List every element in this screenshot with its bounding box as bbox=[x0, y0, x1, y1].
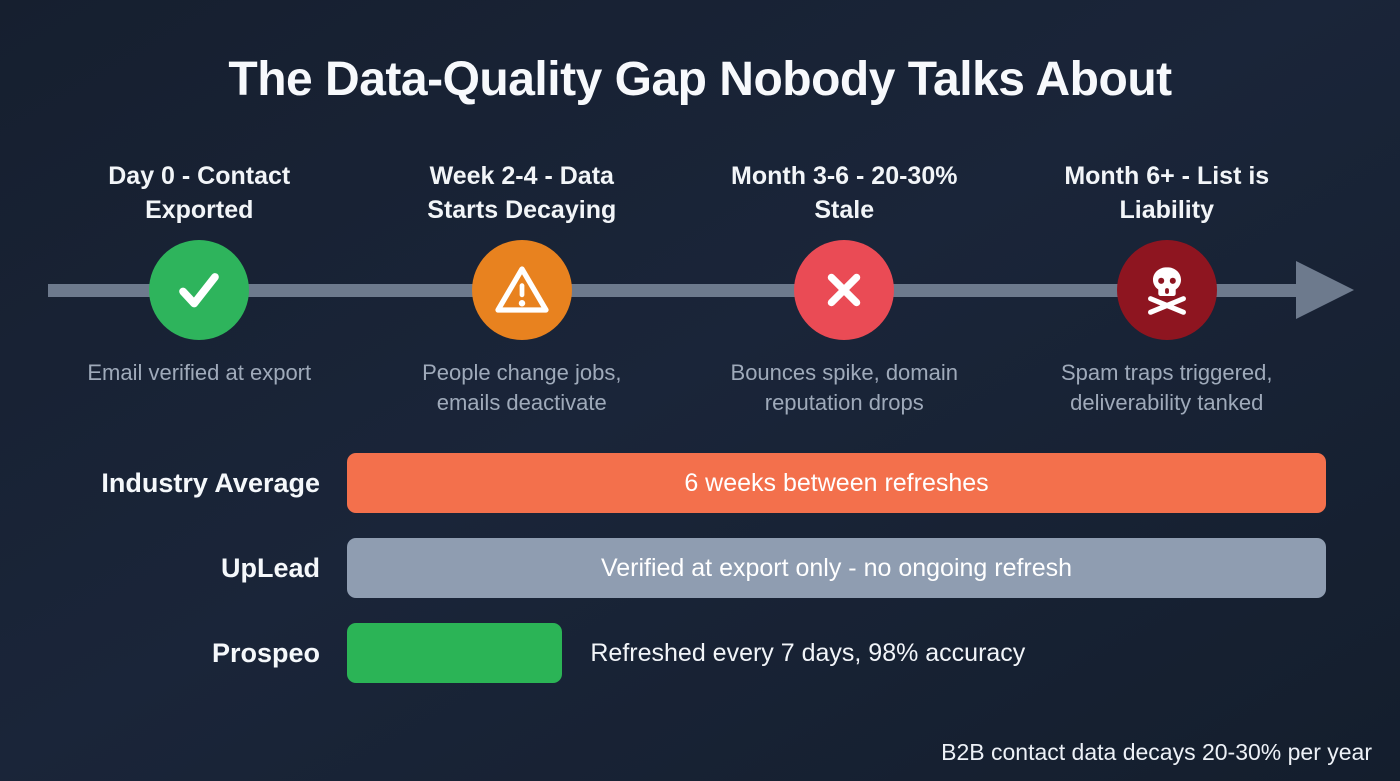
timeline-stages: Day 0 - Contact Exported Email verified … bbox=[38, 150, 1328, 417]
timeline-arrow-line bbox=[48, 284, 1303, 297]
comparison-label: Prospeo bbox=[211, 637, 320, 668]
stage-description: Bounces spike, domain reputation drops bbox=[730, 360, 958, 415]
footer-note: B2B contact data decays 20-30% per year bbox=[941, 739, 1372, 765]
stage-description: Email verified at export bbox=[87, 360, 312, 385]
stage-title: Day 0 - Contact Exported bbox=[108, 162, 291, 224]
bar-outside-text: Refreshed every 7 days, 98% accuracy bbox=[590, 638, 1026, 667]
timeline-stage-month3-6: Month 3-6 - 20-30% Stale Bounces spike, … bbox=[683, 150, 1006, 417]
skull-icon bbox=[1138, 261, 1196, 319]
timeline-stage-week2-4: Week 2-4 - Data Starts Decaying People c… bbox=[361, 150, 684, 417]
stage-marker bbox=[149, 240, 250, 340]
comparison-label: Industry Average bbox=[101, 467, 320, 498]
bar-text: Verified at export only - no ongoing ref… bbox=[600, 553, 1073, 582]
stage-description: People change jobs, emails deactivate bbox=[422, 360, 622, 415]
bar-track: Verified at export only - no ongoing ref… bbox=[347, 538, 1326, 598]
industry-average-bar: 6 weeks between refreshes bbox=[347, 453, 1326, 513]
comparison-row-industry-average: Industry Average 6 weeks between refresh… bbox=[0, 453, 1400, 513]
timeline-arrowhead-icon bbox=[1296, 261, 1354, 319]
timeline-stage-day0: Day 0 - Contact Exported Email verified … bbox=[38, 150, 361, 417]
stage-title: Week 2-4 - Data Starts Decaying bbox=[427, 162, 617, 224]
x-icon bbox=[818, 264, 870, 316]
warning-icon bbox=[492, 260, 552, 320]
decay-timeline: Day 0 - Contact Exported Email verified … bbox=[0, 150, 1400, 450]
stage-title: Month 6+ - List is Liability bbox=[1064, 162, 1270, 224]
timeline-stage-month6plus: Month 6+ - List is Liability bbox=[1006, 150, 1329, 417]
uplead-bar: Verified at export only - no ongoing ref… bbox=[347, 538, 1326, 598]
stage-marker bbox=[1116, 240, 1217, 340]
stage-marker bbox=[794, 240, 895, 340]
stage-marker bbox=[471, 240, 572, 340]
comparison-row-uplead: UpLead Verified at export only - no ongo… bbox=[0, 538, 1400, 598]
check-icon bbox=[170, 261, 228, 319]
bar-track: 6 weeks between refreshes bbox=[347, 453, 1326, 513]
stage-title: Month 3-6 - 20-30% Stale bbox=[731, 162, 958, 224]
comparison-label: UpLead bbox=[220, 552, 320, 583]
comparison-row-prospeo: Prospeo Refreshed every 7 days, 98% accu… bbox=[0, 623, 1400, 683]
bar-track: Refreshed every 7 days, 98% accuracy bbox=[347, 623, 1326, 683]
stage-description: Spam traps triggered, deliverability tan… bbox=[1060, 360, 1273, 415]
bar-text: 6 weeks between refreshes bbox=[684, 468, 989, 497]
prospeo-bar bbox=[347, 623, 563, 683]
page-title: The Data-Quality Gap Nobody Talks About bbox=[228, 53, 1172, 106]
